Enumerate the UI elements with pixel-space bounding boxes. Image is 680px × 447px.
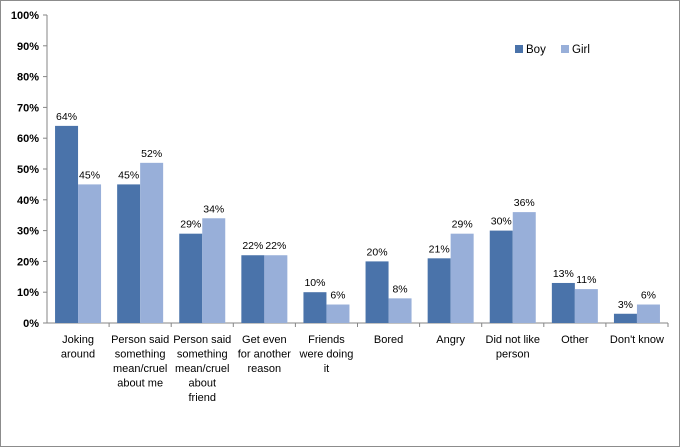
x-tick-label: Don't know [610, 334, 664, 346]
y-tick-label: 40% [17, 195, 39, 207]
x-tick-label: Person said [173, 334, 231, 346]
y-tick-label: 60% [17, 133, 39, 145]
data-label-girl: 52% [141, 148, 162, 160]
bar-girl [78, 184, 102, 323]
bar-boy [427, 258, 451, 323]
legend-swatch-boy [515, 45, 523, 53]
y-tick-label: 100% [11, 10, 39, 22]
x-tick-label: Get even [242, 334, 287, 346]
data-label-girl: 34% [203, 203, 224, 215]
bar-boy [55, 125, 79, 323]
bar-boy [613, 313, 637, 323]
x-tick-label: person [496, 349, 530, 361]
x-tick-label: Other [561, 334, 589, 346]
data-label-girl: 6% [641, 290, 656, 302]
data-label-girl: 45% [79, 169, 100, 181]
bar-girl [140, 162, 164, 323]
data-label-boy: 13% [553, 268, 574, 280]
data-label-boy: 29% [180, 219, 201, 231]
x-tick-label: mean/cruel [113, 363, 167, 375]
y-tick-label: 20% [17, 256, 39, 268]
y-tick-label: 70% [17, 102, 39, 114]
bar-boy [365, 261, 389, 323]
data-label-boy: 10% [304, 277, 325, 289]
legend-label-boy: Boy [526, 44, 546, 56]
x-tick-label: Joking [62, 334, 94, 346]
bar-girl [202, 218, 226, 323]
x-tick-label: were doing [299, 349, 354, 361]
x-tick-label: it [324, 363, 330, 375]
x-tick-label: Friends [308, 334, 345, 346]
y-tick-label: 10% [17, 287, 39, 299]
bar-girl [264, 255, 288, 323]
x-tick-label: Person said [111, 334, 169, 346]
bar-girl [512, 212, 536, 323]
bar-girl [450, 233, 474, 323]
x-tick-label: reason [248, 363, 282, 375]
x-tick-label: friend [188, 392, 216, 404]
x-tick-label: for another [238, 349, 292, 361]
data-label-girl: 11% [576, 274, 596, 286]
bar-boy [179, 233, 203, 323]
x-tick-label: around [61, 349, 95, 361]
bar-girl [574, 289, 598, 323]
data-label-girl: 8% [392, 283, 407, 295]
data-label-girl: 22% [265, 240, 286, 252]
legend-label-girl: Girl [572, 44, 590, 56]
x-tick-label: about [188, 378, 216, 390]
data-label-boy: 21% [429, 243, 450, 255]
x-tick-label: mean/cruel [175, 363, 229, 375]
data-label-girl: 29% [452, 219, 473, 231]
y-tick-label: 80% [17, 72, 39, 84]
x-tick-label: Angry [436, 334, 465, 346]
x-tick-label: something [177, 349, 228, 361]
bar-girl [388, 298, 412, 323]
y-tick-label: 30% [17, 226, 39, 238]
x-tick-label: something [115, 349, 166, 361]
data-label-boy: 22% [242, 240, 263, 252]
legend-swatch-girl [561, 45, 569, 53]
y-tick-label: 0% [23, 318, 39, 330]
y-tick-label: 90% [17, 41, 39, 53]
bar-girl [326, 304, 350, 323]
bar-boy [117, 184, 141, 323]
bar-boy [551, 282, 575, 323]
bar-boy [303, 292, 327, 323]
x-tick-label: about me [117, 378, 163, 390]
x-tick-label: Bored [374, 334, 403, 346]
data-label-boy: 30% [491, 216, 512, 228]
bar-girl [636, 304, 660, 323]
data-label-girl: 6% [330, 290, 345, 302]
data-label-boy: 64% [56, 111, 77, 123]
data-label-boy: 3% [618, 299, 633, 311]
data-label-boy: 45% [118, 169, 139, 181]
bar-boy [241, 255, 265, 323]
y-tick-label: 50% [17, 164, 39, 176]
data-label-girl: 36% [514, 197, 535, 209]
data-label-boy: 20% [367, 246, 388, 258]
x-tick-label: Did not like [486, 334, 540, 346]
bar-boy [489, 230, 513, 323]
